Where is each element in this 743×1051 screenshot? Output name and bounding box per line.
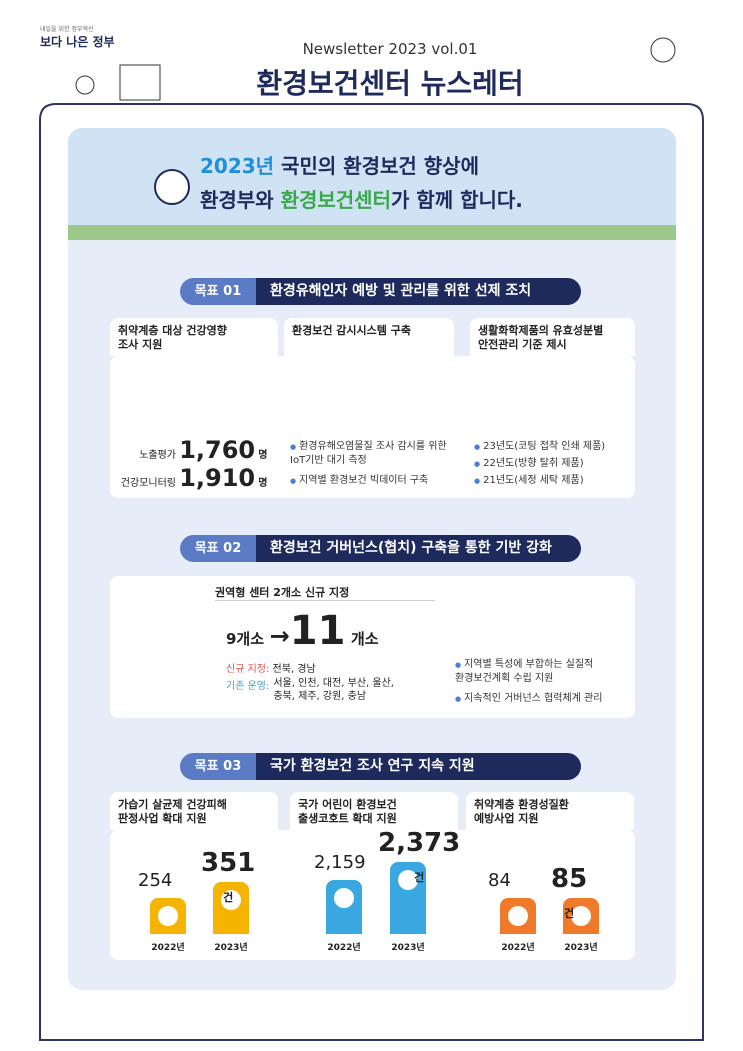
tab: 국가 어린이 환경보건 출생코호트 확대 지원 — [290, 792, 458, 830]
banner-text: 가 함께 합니다. — [390, 188, 523, 212]
stat: 건강모니터링 1,910 명 — [112, 464, 282, 492]
banner-year: 2023년 — [200, 154, 275, 178]
bar-icon — [158, 906, 178, 926]
bar-icon — [334, 888, 354, 908]
value: 254 — [138, 870, 173, 891]
year: 2022년 — [501, 943, 535, 953]
from: 9개소 — [226, 630, 265, 648]
bar-value: 351 건 — [201, 848, 255, 908]
title: 환경보건센터 뉴스레터 — [256, 67, 524, 100]
stat-label: 건강모니터링 — [120, 478, 176, 489]
banner-text: 환경부와 — [200, 188, 281, 212]
tab: 취약계층 대상 건강영향 조사 지원 — [110, 318, 278, 356]
unit: 건 — [223, 891, 234, 904]
logo: 보다 나은 정부 — [40, 35, 115, 49]
bar-icon — [221, 890, 241, 910]
stat-label: 노출평가 — [139, 450, 176, 461]
newsletter: Newsletter 2023 vol.01 — [302, 40, 478, 58]
value: 85 — [551, 864, 588, 894]
stat-value: 1,760 — [179, 436, 256, 464]
old-value: 서울, 인천, 대전, 부산, 울산, 충북, 제주, 강원, 충남 — [273, 678, 394, 702]
tab: 환경보건 감시시스템 구축 — [284, 318, 454, 356]
goal-title: 환경보건 거버넌스(협치) 구축을 통한 기반 강화 — [256, 535, 581, 562]
goal-badge: 목표 03 — [180, 753, 256, 780]
bar-value: 2,373 건 — [378, 828, 460, 888]
tab: 권역형 센터 2개소 신규 지정 — [215, 584, 435, 601]
content-box — [110, 830, 635, 960]
year: 2022년 — [151, 943, 185, 953]
bullet: 22년도(방향 탈취 제품) — [474, 457, 634, 471]
stat-unit: 명 — [258, 450, 268, 461]
to: 11 — [289, 608, 346, 654]
tab: 생활화학제품의 유효성분별 안전관리 기준 제시 — [470, 318, 635, 356]
old-label: 기존 운영: — [226, 681, 270, 692]
stat-unit: 명 — [258, 478, 268, 489]
new-value: 전북, 경남 — [272, 664, 316, 675]
bullet: 환경유해오염물질 조사 감시를 위한 IoT기반 대기 측정 — [290, 440, 460, 468]
arrow: → — [269, 622, 290, 650]
bar-value: 84 — [488, 870, 511, 891]
bar-icon — [508, 906, 528, 926]
count: 9개소 →11 개소 — [226, 608, 379, 654]
tab: 취약계층 환경성질환 예방사업 지원 — [466, 792, 634, 830]
unit: 건 — [564, 907, 575, 920]
bullet: 지속적인 거버넌스 협력체계 관리 — [455, 692, 635, 706]
year: 2022년 — [327, 943, 361, 953]
stat: 노출평가 1,760 명 — [112, 436, 282, 464]
goal-title: 국가 환경보건 조사 연구 지속 지원 — [256, 753, 581, 780]
goal-badge: 목표 01 — [180, 278, 256, 305]
value: 84 — [488, 870, 511, 891]
banner-highlight: 환경보건센터 — [280, 188, 391, 212]
stat-value: 1,910 — [179, 464, 256, 492]
bar-value: 254 — [138, 870, 172, 891]
new-label: 신규 지정: — [226, 664, 270, 675]
bar-icon — [571, 906, 591, 926]
year: 2023년 — [391, 943, 425, 953]
value: 2,373 — [378, 828, 461, 858]
goal-badge: 목표 02 — [180, 535, 256, 562]
banner-text: 국민의 환경보건 향상에 — [281, 154, 479, 178]
new: 신규 지정: 전북, 경남 — [226, 660, 316, 675]
year: 2023년 — [214, 943, 248, 953]
bullet: 지역별 특성에 부합하는 실질적 환경보건계획 수립 지원 — [455, 658, 635, 686]
value: 351 — [201, 848, 256, 878]
bar-value: 85 건 — [551, 864, 587, 924]
bullet: 21년도(세정 세탁 제품) — [474, 474, 634, 488]
bullet: 23년도(코팅 접착 인쇄 제품) — [474, 440, 634, 454]
bullet: 지역별 환경보건 빅데이터 구축 — [290, 474, 460, 488]
to-unit: 개소 — [350, 630, 379, 648]
bar-icon — [398, 870, 418, 890]
year: 2023년 — [564, 943, 598, 953]
unit: 건 — [414, 871, 425, 884]
value: 2,159 — [314, 852, 366, 873]
bar-value: 2,159 — [314, 852, 366, 873]
old: 기존 운영: 서울, 인천, 대전, 부산, 울산, 충북, 제주, 강원, 충남 — [226, 677, 394, 703]
tab: 가습기 살균제 건강피해 판정사업 확대 지원 — [110, 792, 278, 830]
goal-title: 환경유해인자 예방 및 관리를 위한 선제 조치 — [256, 278, 581, 305]
logo-small: 내일을 위한 정부혁신 — [40, 26, 94, 33]
